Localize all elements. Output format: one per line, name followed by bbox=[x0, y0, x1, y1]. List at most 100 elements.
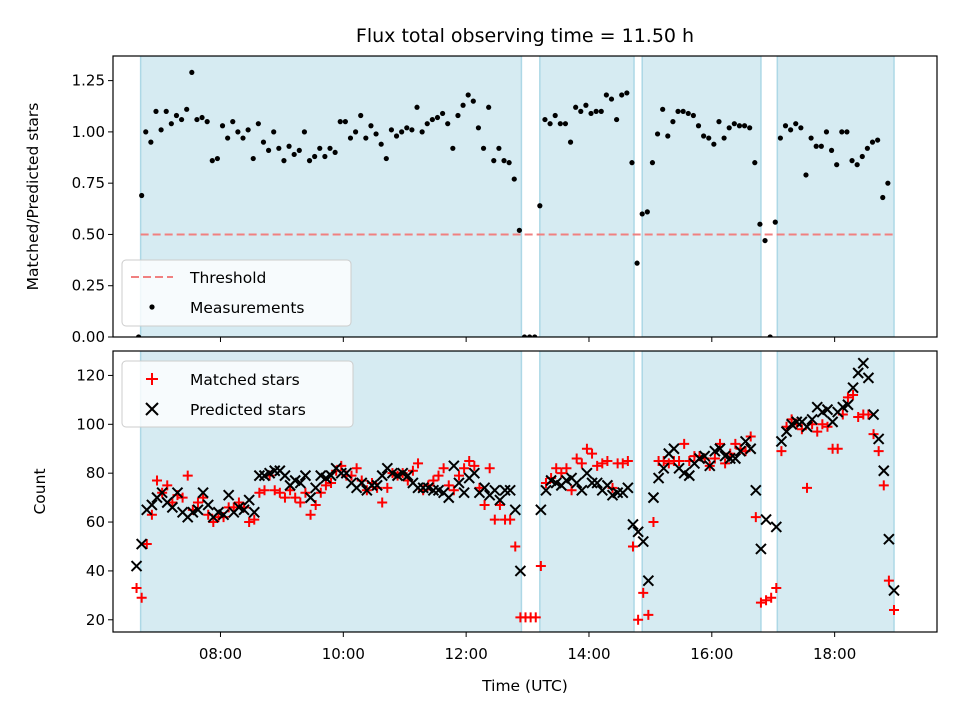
matched-star-point bbox=[413, 458, 424, 469]
y-tick-label: 40 bbox=[86, 562, 105, 580]
measurement-point bbox=[434, 114, 441, 121]
measurement-point bbox=[230, 119, 236, 125]
measurement-point bbox=[178, 116, 185, 123]
matched-star-point bbox=[326, 477, 337, 488]
predicted-star-point bbox=[652, 472, 665, 484]
predicted-star-point bbox=[340, 467, 353, 479]
predicted-star-point bbox=[586, 477, 598, 489]
predicted-star-point bbox=[750, 484, 762, 496]
measurement-point bbox=[393, 133, 400, 139]
measurement-point bbox=[706, 135, 712, 141]
matched-star-point bbox=[643, 609, 654, 620]
measurement-point bbox=[470, 98, 476, 104]
predicted-star-point bbox=[591, 477, 603, 489]
measurement-point bbox=[286, 143, 292, 149]
matched-star-point bbox=[766, 592, 777, 603]
measurement-point bbox=[680, 108, 686, 114]
predicted-star-point bbox=[601, 479, 614, 492]
measurement-point bbox=[501, 158, 507, 164]
predicted-star-point bbox=[535, 504, 547, 516]
measurement-point bbox=[322, 153, 328, 160]
x-tick-label: 16:00 bbox=[690, 645, 733, 663]
y-tick-label: 0.50 bbox=[72, 225, 105, 243]
predicted-star-point bbox=[243, 494, 255, 506]
predicted-star-point bbox=[304, 491, 317, 504]
predicted-star-point bbox=[668, 443, 680, 455]
predicted-star-point bbox=[356, 477, 368, 489]
measurement-point bbox=[317, 145, 323, 151]
matched-star-point bbox=[464, 455, 475, 466]
predicted-star-point bbox=[826, 416, 839, 428]
matched-star-point bbox=[817, 419, 828, 430]
measurement-point bbox=[347, 135, 354, 141]
measurement-point bbox=[450, 145, 456, 151]
observing-window-band bbox=[539, 56, 635, 337]
measurement-point bbox=[496, 145, 502, 151]
predicted-star-point bbox=[217, 509, 230, 521]
matched-star-point bbox=[510, 541, 521, 552]
legend-measurements-swatch bbox=[149, 304, 155, 310]
predicted-star-point bbox=[299, 469, 312, 482]
matched-star-point bbox=[812, 426, 823, 437]
measurement-point bbox=[731, 121, 737, 127]
predicted-star-point bbox=[657, 462, 670, 474]
matched-star-point bbox=[315, 487, 326, 498]
measurement-point bbox=[368, 123, 374, 129]
matched-star-point bbox=[407, 465, 418, 476]
matched-star-point bbox=[136, 592, 147, 603]
measurement-point bbox=[782, 123, 789, 129]
measurement-point bbox=[818, 143, 824, 149]
matched-star-point bbox=[848, 389, 859, 400]
matched-star-point bbox=[192, 497, 203, 508]
measurement-point bbox=[542, 116, 548, 123]
x-ticks-top bbox=[219, 337, 836, 342]
measurement-point bbox=[240, 135, 246, 141]
matched-star-point bbox=[382, 482, 393, 493]
matched-star-point bbox=[249, 514, 260, 525]
matched-star-point bbox=[208, 517, 219, 528]
predicted-star-point bbox=[872, 433, 885, 445]
matched-star-point bbox=[822, 421, 833, 432]
measurement-point bbox=[547, 121, 553, 127]
predicted-star-point bbox=[468, 467, 481, 479]
matched-star-point bbox=[802, 482, 813, 493]
matched-star-point bbox=[679, 438, 690, 449]
predicted-star-point bbox=[760, 513, 772, 526]
predicted-star-point bbox=[842, 399, 854, 411]
measurement-point bbox=[828, 147, 835, 153]
measurement-point bbox=[255, 121, 261, 127]
measurement-point bbox=[260, 139, 267, 145]
matched-star-point bbox=[474, 482, 485, 493]
matched-star-point bbox=[438, 463, 449, 474]
measurement-point bbox=[204, 119, 210, 125]
measurement-point bbox=[189, 69, 195, 76]
matched-star-point bbox=[433, 470, 444, 481]
measurement-point bbox=[352, 129, 359, 135]
legend-predicted-label: Predicted stars bbox=[190, 401, 306, 419]
predicted-star-point bbox=[376, 469, 388, 482]
measurement-point bbox=[880, 194, 886, 201]
matched-star-point bbox=[761, 595, 772, 606]
measurement-point bbox=[823, 129, 830, 135]
measurement-point bbox=[521, 334, 528, 337]
predicted-star-point bbox=[540, 484, 552, 496]
matched-star-point bbox=[863, 409, 874, 420]
matched-star-point bbox=[377, 497, 388, 508]
predicted-star-point bbox=[371, 479, 383, 492]
predicted-star-point bbox=[325, 469, 337, 482]
y-tick-label: 0.75 bbox=[72, 174, 105, 192]
predicted-star-point bbox=[647, 491, 660, 504]
predicted-star-point bbox=[775, 435, 788, 448]
matched-star-point bbox=[489, 514, 500, 525]
measurement-point bbox=[465, 92, 471, 98]
measurement-point bbox=[690, 112, 696, 119]
measurement-points bbox=[135, 69, 891, 337]
measurement-point bbox=[455, 112, 461, 119]
measurement-point bbox=[158, 127, 164, 133]
measurement-point bbox=[276, 145, 282, 151]
figure-title: Flux total observing time = 11.50 h bbox=[356, 25, 694, 47]
legend-bottom: Matched stars Predicted stars bbox=[121, 360, 354, 428]
y-tick-label: 60 bbox=[86, 513, 105, 531]
x-tick-label: 08:00 bbox=[199, 645, 242, 663]
plot-frame-top bbox=[112, 55, 938, 338]
